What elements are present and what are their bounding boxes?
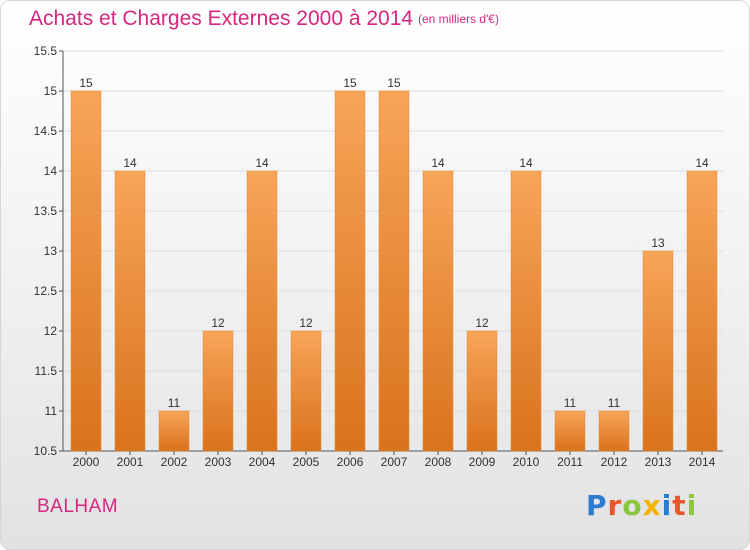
y-tick-label: 11: [45, 404, 58, 418]
y-tick-label: 11.5: [35, 364, 58, 378]
x-tick-label: 2002: [161, 455, 188, 469]
y-tick-label: 12: [44, 324, 58, 338]
labels: 10.5 11 11.5 12 12.5 13 13.5 14 14.5 15 15.5 15 2000…: [34, 44, 716, 469]
value-label: 13: [651, 236, 665, 250]
y-tick-label: 15: [44, 84, 58, 98]
logo-letter: P: [586, 489, 608, 522]
y-tick-label: 14: [44, 164, 58, 178]
value-label: 11: [564, 396, 577, 410]
x-tick-label: 2003: [205, 455, 232, 469]
y-tick-label: 13.5: [34, 204, 58, 218]
x-tick-label: 2006: [337, 455, 364, 469]
bar-2014: [686, 170, 718, 452]
logo-letter: x: [642, 489, 662, 522]
bar-2012: [598, 410, 630, 452]
x-tick-label: 2009: [469, 455, 496, 469]
y-tick-label: 10.5: [34, 444, 58, 458]
y-tick-label: 15.5: [34, 44, 58, 58]
x-tick-label: 2013: [645, 455, 672, 469]
value-label: 14: [519, 156, 533, 170]
bar-2005: [290, 330, 322, 452]
y-tick-label: 14.5: [34, 124, 58, 138]
value-label: 12: [299, 316, 313, 330]
bar-2013: [642, 250, 674, 452]
x-tick-label: 2008: [425, 455, 452, 469]
logo-letter: i: [686, 489, 698, 522]
x-tick-label: 2004: [249, 455, 276, 469]
value-label: 12: [475, 316, 489, 330]
value-label: 11: [608, 396, 621, 410]
bar-2009: [466, 330, 498, 452]
bar-2000: [70, 90, 102, 452]
bar-2002: [158, 410, 190, 452]
bar-2004: [246, 170, 278, 452]
bar-2003: [202, 330, 234, 452]
bar-2008: [422, 170, 454, 452]
x-tick-label: 2012: [601, 455, 628, 469]
x-tick-label: 2005: [293, 455, 320, 469]
chart-subtitle: (en milliers d'€): [418, 12, 499, 26]
x-tick-label: 2001: [117, 455, 144, 469]
x-tick-label: 2000: [73, 455, 100, 469]
bar-2007: [378, 90, 410, 452]
x-tick-label: 2007: [381, 455, 408, 469]
y-tick-label: 12.5: [34, 284, 58, 298]
value-label: 14: [695, 156, 709, 170]
logo-letter: i: [661, 489, 673, 522]
value-label: 15: [387, 76, 401, 90]
value-label: 12: [211, 316, 225, 330]
value-label: 14: [431, 156, 445, 170]
logo-letter: r: [607, 489, 623, 522]
proxiti-logo[interactable]: Proxiti: [586, 489, 697, 522]
bar-2011: [554, 410, 586, 452]
value-label: 14: [255, 156, 269, 170]
x-tick-label: 2010: [513, 455, 540, 469]
logo-letter: o: [622, 489, 643, 522]
commune-name: BALHAM: [37, 496, 119, 517]
bar-2006: [334, 90, 366, 452]
value-label: 15: [343, 76, 357, 90]
bar-2010: [510, 170, 542, 452]
value-label: 14: [123, 156, 137, 170]
bars: [70, 90, 718, 452]
chart-title: Achats et Charges Externes 2000 à 2014: [29, 7, 414, 30]
value-label: 15: [79, 76, 93, 90]
value-label: 11: [168, 396, 181, 410]
y-tick-label: 13: [44, 244, 58, 258]
logo-letter: t: [672, 489, 687, 522]
x-tick-label: 2011: [557, 455, 583, 469]
x-tick-label: 2014: [689, 455, 716, 469]
bar-2001: [114, 170, 146, 452]
